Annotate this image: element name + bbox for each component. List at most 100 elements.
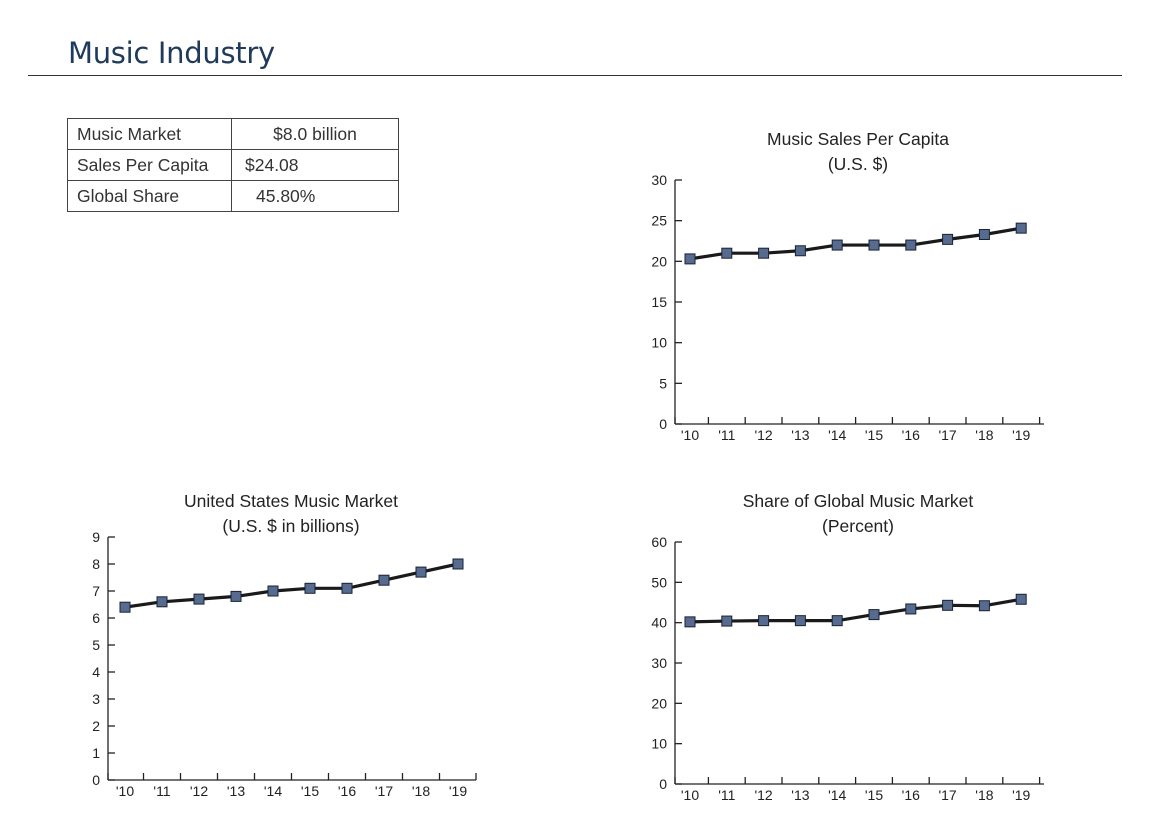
chart-subtitle: (U.S. $ in billions) — [222, 516, 359, 536]
x-tick-label: '12 — [190, 783, 208, 799]
data-point — [230, 590, 242, 602]
global-share-chart: Share of Global Music Market (Percent) 0… — [651, 491, 1044, 803]
x-tick-label: '11 — [153, 783, 170, 799]
x-tick-label: '12 — [754, 427, 772, 443]
data-point — [267, 585, 279, 597]
table-cell-label: Music Market — [67, 118, 232, 150]
chart-title: United States Music Market — [184, 491, 398, 511]
y-tick-label: 0 — [659, 416, 667, 432]
x-tick-label: '17 — [938, 787, 956, 803]
data-point — [193, 593, 205, 605]
data-point — [1015, 222, 1027, 234]
y-tick-label: 10 — [651, 335, 667, 351]
y-tick-label: 20 — [651, 253, 667, 269]
chart-subtitle: (U.S. $) — [828, 154, 888, 174]
data-point — [942, 233, 954, 245]
x-tick-label: '13 — [791, 787, 809, 803]
data-point — [378, 574, 390, 586]
x-tick-label: '14 — [828, 427, 846, 443]
data-point — [415, 566, 427, 578]
x-tick-label: '11 — [718, 427, 735, 443]
y-tick-label: 40 — [651, 615, 667, 631]
data-point — [868, 609, 880, 621]
table-cell-label: Global Share — [67, 180, 232, 212]
y-tick-label: 2 — [92, 718, 100, 734]
y-tick-label: 30 — [651, 172, 667, 188]
x-tick-label: '13 — [791, 427, 809, 443]
data-point — [119, 601, 131, 613]
series-line — [689, 226, 1022, 261]
sales-per-capita-chart: Music Sales Per Capita (U.S. $) 0 5 10 15 20… — [651, 129, 1044, 443]
x-tick-label: '15 — [865, 787, 883, 803]
summary-table: Music Market $8.0 billion Sales Per Capi… — [67, 118, 399, 212]
x-tick-label: '10 — [681, 787, 699, 803]
y-tick-label: 0 — [92, 772, 100, 788]
x-tick-label: '16 — [338, 783, 356, 799]
data-point — [978, 228, 990, 240]
y-tick-label: 10 — [651, 736, 667, 752]
data-point — [905, 239, 917, 251]
us-music-market-chart: United States Music Market (U.S. $ in bi… — [92, 491, 477, 799]
data-point — [721, 615, 733, 627]
table-cell-value: $8.0 billion — [231, 118, 399, 150]
x-tick-label: '15 — [865, 427, 883, 443]
x-tick-label: '11 — [718, 787, 735, 803]
data-point — [905, 603, 917, 615]
table-row: Sales Per Capita $24.08 — [67, 149, 399, 181]
y-tick-label: 7 — [92, 583, 100, 599]
table-cell-value: 45.80% — [231, 180, 399, 212]
x-tick-label: '13 — [227, 783, 245, 799]
x-tick-label: '14 — [264, 783, 282, 799]
x-tick-label: '18 — [412, 783, 430, 799]
data-point — [684, 253, 696, 265]
x-tick-label: '18 — [975, 787, 993, 803]
title-divider — [28, 75, 1122, 76]
data-point — [304, 582, 316, 594]
data-point — [868, 239, 880, 251]
x-tick-label: '18 — [975, 427, 993, 443]
x-tick-label: '19 — [1012, 787, 1030, 803]
chart-title: Music Sales Per Capita — [767, 129, 949, 149]
data-point — [831, 615, 843, 627]
x-tick-label: '16 — [902, 427, 920, 443]
y-tick-label: 15 — [651, 294, 667, 310]
y-tick-label: 9 — [92, 529, 100, 545]
data-point — [452, 558, 464, 570]
x-tick-label: '12 — [754, 787, 772, 803]
data-point — [758, 247, 770, 259]
data-point — [721, 247, 733, 259]
table-row: Global Share 45.80% — [67, 180, 399, 212]
table-cell-value: $24.08 — [231, 149, 399, 181]
series-line — [124, 562, 459, 609]
data-point — [794, 245, 806, 257]
y-tick-label: 30 — [651, 655, 667, 671]
data-point — [978, 600, 990, 612]
x-tick-label: '17 — [375, 783, 393, 799]
x-tick-label: '10 — [116, 783, 134, 799]
x-tick-label: '19 — [1012, 427, 1030, 443]
series-line — [689, 597, 1022, 624]
y-tick-label: 8 — [92, 556, 100, 572]
data-point — [341, 582, 353, 594]
y-tick-label: 1 — [92, 745, 100, 761]
x-tick-label: '16 — [902, 787, 920, 803]
data-point — [831, 239, 843, 251]
table-cell-label: Sales Per Capita — [67, 149, 232, 181]
y-tick-label: 50 — [651, 574, 667, 590]
y-tick-label: 3 — [92, 691, 100, 707]
x-tick-label: '19 — [449, 783, 467, 799]
y-tick-label: 5 — [659, 375, 667, 391]
x-tick-label: '15 — [301, 783, 319, 799]
y-tick-label: 5 — [92, 637, 100, 653]
y-tick-label: 0 — [659, 776, 667, 792]
data-point — [156, 596, 168, 608]
x-tick-label: '10 — [681, 427, 699, 443]
y-tick-label: 60 — [651, 534, 667, 550]
page-title: Music Industry — [68, 36, 275, 70]
y-tick-label: 25 — [651, 213, 667, 229]
data-point — [758, 615, 770, 627]
chart-title: Share of Global Music Market — [743, 491, 974, 511]
data-point — [1015, 593, 1027, 605]
data-point — [684, 616, 696, 628]
x-tick-label: '17 — [938, 427, 956, 443]
